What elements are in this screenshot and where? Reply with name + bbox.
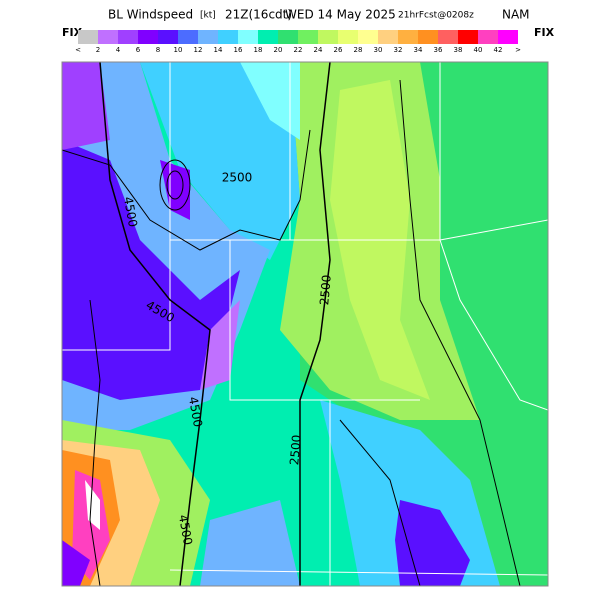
legend-swatch [378, 30, 398, 44]
legend-label: 34 [414, 46, 423, 54]
legend-swatch [138, 30, 158, 44]
legend-swatch [438, 30, 458, 44]
legend-swatch [218, 30, 238, 44]
contour-label: 4500 [186, 396, 205, 429]
contour-label: 2500 [222, 171, 253, 185]
border [62, 62, 171, 351]
legend-left: FIX [62, 26, 83, 39]
legend-swatch [398, 30, 418, 44]
legend-label: 4 [116, 46, 121, 54]
legend-label: 14 [214, 46, 223, 54]
contour [399, 79, 521, 586]
field-region [62, 540, 90, 586]
field-region [140, 62, 300, 260]
legend-swatch [418, 30, 438, 44]
field-region [200, 500, 300, 586]
legend-label: 8 [156, 46, 160, 54]
legend-label: 36 [434, 46, 443, 54]
legend-right: FIX [534, 26, 555, 39]
title-part: BL Windspeed [108, 8, 193, 22]
field-region [85, 480, 100, 530]
legend-swatch [238, 30, 258, 44]
legend-label: 30 [374, 46, 383, 54]
contour [89, 299, 101, 586]
legend-label: 20 [274, 46, 283, 54]
legend-label: 16 [234, 46, 243, 54]
legend-label: 26 [334, 46, 343, 54]
legend-swatch [338, 30, 358, 44]
legend-label: 24 [314, 46, 323, 54]
border [169, 569, 548, 576]
title: BL Windspeed [kt] 21Z(16cdt)WED 14 May 202… [108, 8, 530, 22]
field-region [62, 62, 110, 150]
legend-swatch [318, 30, 338, 44]
legend-swatch [298, 30, 318, 44]
field-region [160, 160, 190, 220]
contour-label: 2500 [317, 274, 334, 306]
contour [159, 159, 191, 211]
border [229, 240, 420, 401]
legend-label: 38 [454, 46, 463, 54]
title-part: WED 14 May 2025 [285, 8, 396, 22]
title-part: [kt] [200, 11, 216, 21]
legend-label: 42 [494, 46, 503, 54]
state-lines [62, 62, 548, 586]
contour [62, 129, 311, 251]
contour-label: 4500 [121, 196, 140, 229]
border [439, 62, 548, 241]
legend-swatch [258, 30, 278, 44]
legend-label: < [75, 46, 81, 54]
legend-label: 28 [354, 46, 363, 54]
title-part: NAM [502, 8, 530, 22]
contour [339, 419, 421, 586]
legend-swatch [278, 30, 298, 44]
contour [299, 62, 331, 586]
color-legend: FIX FIX <2 4 6 8 10 12 14 16 18 20 22 24 26 28 30 32 34 3… [62, 26, 555, 54]
field-region [240, 62, 300, 140]
contour-label: 4500 [176, 514, 195, 547]
map-frame [61, 61, 549, 587]
legend-swatch [458, 30, 478, 44]
legend-label: 10 [174, 46, 183, 54]
legend-label: > [515, 46, 521, 54]
title-part: 21Z(16cdt) [225, 8, 292, 22]
legend-label: 32 [394, 46, 403, 54]
legend-label: 18 [254, 46, 263, 54]
field-region [62, 140, 240, 400]
contours [62, 62, 521, 586]
contour-label: 2500 [287, 434, 304, 466]
legend-swatch [198, 30, 218, 44]
legend-swatch [498, 30, 518, 44]
legend-swatch [158, 30, 178, 44]
legend-label: 22 [294, 46, 303, 54]
legend-label: 40 [474, 46, 483, 54]
title-part: 21hrFcst@0208z [398, 11, 474, 21]
legend-label: 2 [96, 46, 100, 54]
contour [166, 170, 184, 200]
legend-label: 12 [194, 46, 203, 54]
legend-swatch [478, 30, 498, 44]
border [290, 239, 548, 411]
legend-swatch [358, 30, 378, 44]
legend-swatch [118, 30, 138, 44]
contour [99, 62, 211, 586]
legend-swatch [78, 30, 98, 44]
legend-swatch [98, 30, 118, 44]
legend-label: 6 [136, 46, 141, 54]
legend-swatch [178, 30, 198, 44]
